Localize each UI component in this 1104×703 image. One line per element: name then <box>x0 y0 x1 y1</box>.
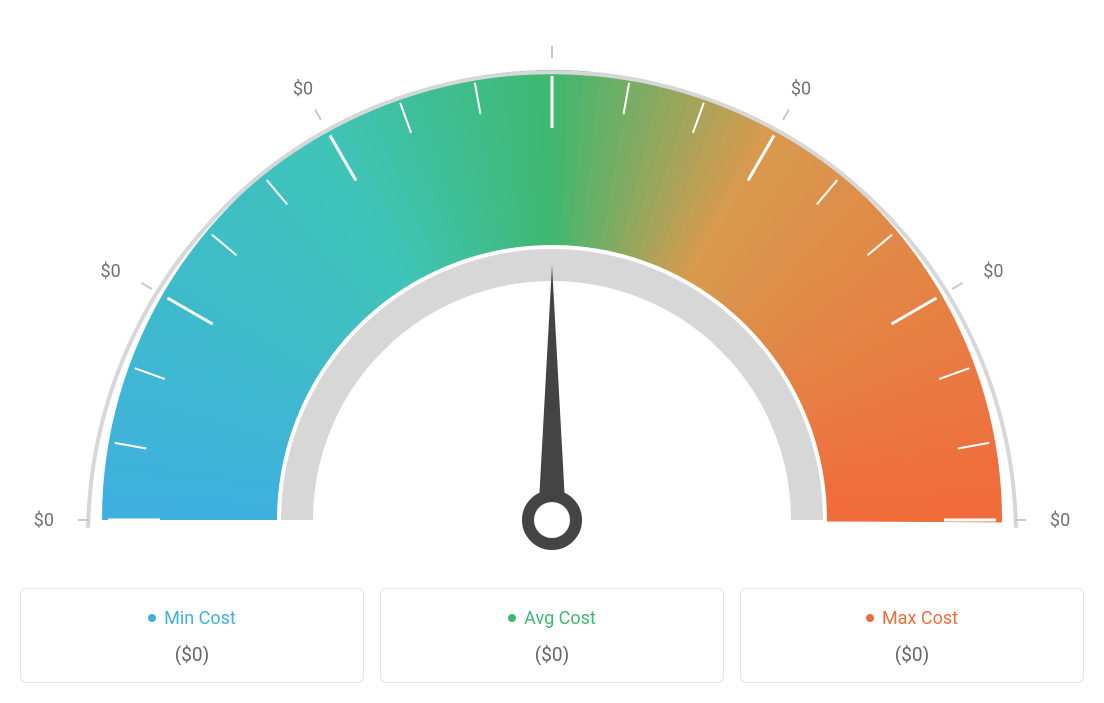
legend-label-avg: Avg Cost <box>524 608 596 629</box>
legend-value-max: ($0) <box>753 643 1071 666</box>
legend-value-avg: ($0) <box>393 643 711 666</box>
legend-card-max: Max Cost ($0) <box>740 588 1084 683</box>
gauge-dial: $0 $0 $0 $0 $0 $0 $0 <box>20 20 1084 560</box>
gauge-svg: $0 $0 $0 $0 $0 $0 $0 <box>20 20 1084 560</box>
legend-dot-avg <box>508 614 516 622</box>
svg-text:$0: $0 <box>791 79 811 100</box>
cost-gauge-chart: $0 $0 $0 $0 $0 $0 $0 Min Cost ($0) Avg Cost ($… <box>20 20 1084 683</box>
legend-title-max: Max Cost <box>866 608 958 629</box>
legend-label-max: Max Cost <box>882 608 958 629</box>
legend-title-avg: Avg Cost <box>508 608 596 629</box>
legend-value-min: ($0) <box>33 643 351 666</box>
legend-row: Min Cost ($0) Avg Cost ($0) Max Cost ($0… <box>20 588 1084 683</box>
svg-text:$0: $0 <box>293 79 313 100</box>
svg-text:$0: $0 <box>1050 510 1070 531</box>
svg-text:$0: $0 <box>100 261 120 282</box>
legend-dot-min <box>148 614 156 622</box>
svg-text:$0: $0 <box>983 261 1003 282</box>
legend-dot-max <box>866 614 874 622</box>
legend-card-avg: Avg Cost ($0) <box>380 588 724 683</box>
legend-card-min: Min Cost ($0) <box>20 588 364 683</box>
svg-text:$0: $0 <box>34 510 54 531</box>
legend-title-min: Min Cost <box>148 608 236 629</box>
svg-text:$0: $0 <box>542 20 562 23</box>
legend-label-min: Min Cost <box>164 608 236 629</box>
gauge-needle <box>528 265 576 544</box>
